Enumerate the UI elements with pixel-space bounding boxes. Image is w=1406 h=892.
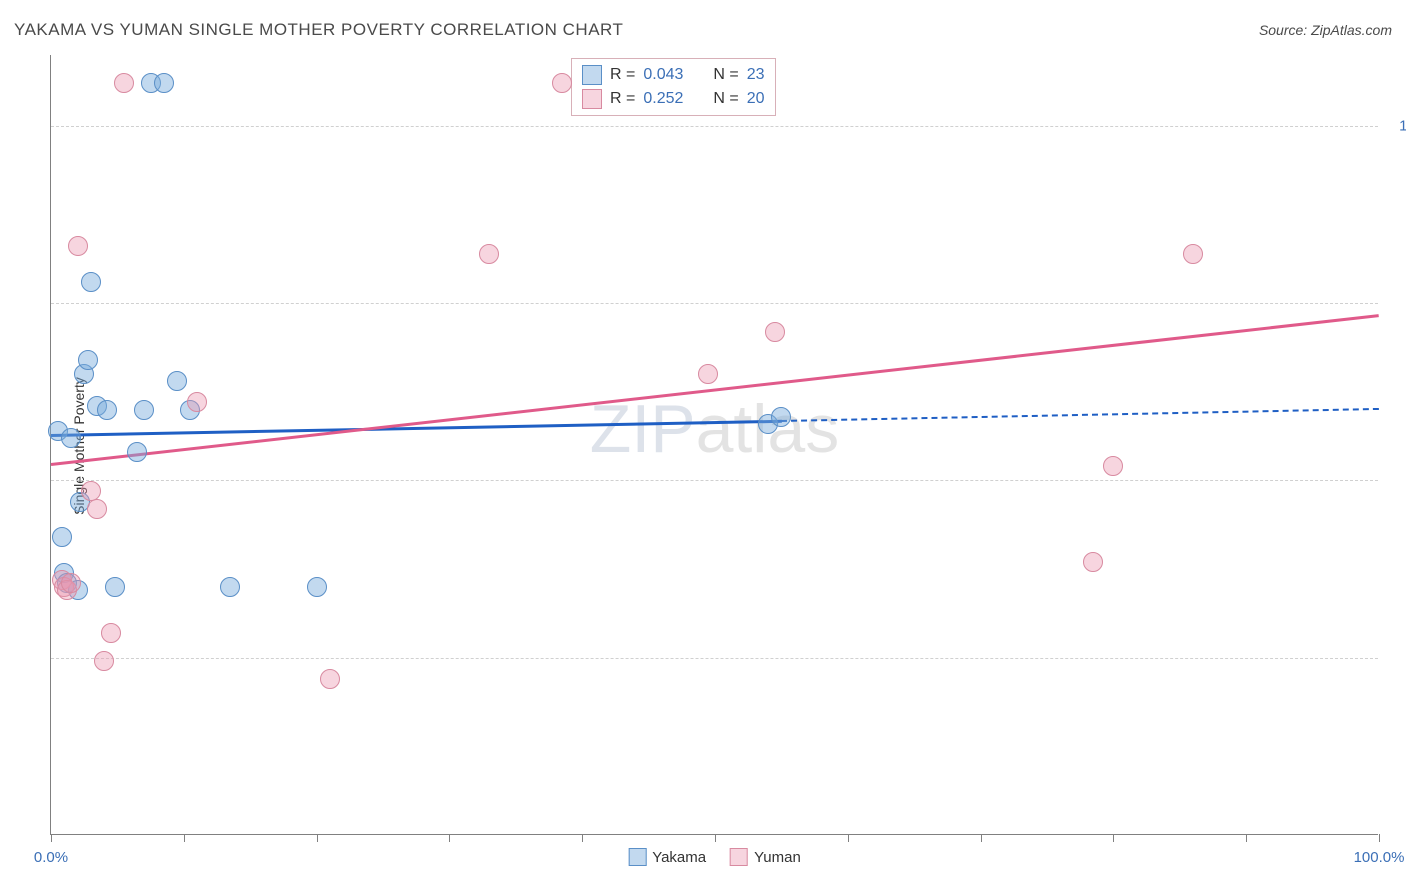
scatter-point bbox=[771, 407, 791, 427]
x-tick bbox=[848, 834, 849, 842]
scatter-point bbox=[479, 244, 499, 264]
header: YAKAMA VS YUMAN SINGLE MOTHER POVERTY CO… bbox=[14, 20, 1392, 40]
scatter-point bbox=[97, 400, 117, 420]
scatter-point bbox=[1083, 552, 1103, 572]
x-tick bbox=[449, 834, 450, 842]
scatter-point bbox=[94, 651, 114, 671]
legend-swatch bbox=[730, 848, 748, 866]
scatter-point bbox=[307, 577, 327, 597]
scatter-point bbox=[61, 573, 81, 593]
legend-n-label: N = bbox=[713, 66, 738, 84]
gridline-horizontal bbox=[51, 658, 1378, 659]
scatter-point bbox=[220, 577, 240, 597]
legend-stats-box: R = 0.043 N = 23 R = 0.252 N = 20 bbox=[571, 58, 776, 116]
gridline-horizontal bbox=[51, 480, 1378, 481]
legend-swatch bbox=[582, 65, 602, 85]
scatter-point bbox=[1103, 456, 1123, 476]
scatter-point bbox=[68, 236, 88, 256]
scatter-point bbox=[320, 669, 340, 689]
scatter-point bbox=[105, 577, 125, 597]
trend-line bbox=[51, 314, 1379, 466]
legend-series-label: Yuman bbox=[754, 849, 801, 866]
legend-series-item: Yuman bbox=[730, 848, 801, 866]
x-tick-label: 0.0% bbox=[34, 849, 68, 866]
y-tick-label: 25.0% bbox=[1390, 649, 1406, 666]
x-tick bbox=[51, 834, 52, 842]
scatter-point bbox=[61, 428, 81, 448]
y-tick-label: 75.0% bbox=[1390, 295, 1406, 312]
gridline-horizontal bbox=[51, 303, 1378, 304]
x-tick-label: 100.0% bbox=[1354, 849, 1405, 866]
scatter-point bbox=[101, 623, 121, 643]
legend-n-label: N = bbox=[713, 90, 738, 108]
scatter-point bbox=[78, 350, 98, 370]
legend-series-item: Yakama bbox=[628, 848, 706, 866]
y-tick-label: 50.0% bbox=[1390, 472, 1406, 489]
scatter-point bbox=[765, 322, 785, 342]
scatter-point bbox=[552, 73, 572, 93]
trend-line-dashed bbox=[781, 408, 1379, 422]
scatter-point bbox=[114, 73, 134, 93]
legend-r-label: R = bbox=[610, 66, 635, 84]
chart-container: YAKAMA VS YUMAN SINGLE MOTHER POVERTY CO… bbox=[0, 0, 1406, 892]
legend-n-value: 23 bbox=[747, 66, 765, 84]
x-tick bbox=[582, 834, 583, 842]
scatter-point bbox=[187, 392, 207, 412]
legend-r-label: R = bbox=[610, 90, 635, 108]
chart-title: YAKAMA VS YUMAN SINGLE MOTHER POVERTY CO… bbox=[14, 20, 623, 40]
scatter-point bbox=[127, 442, 147, 462]
scatter-point bbox=[154, 73, 174, 93]
legend-swatch bbox=[582, 89, 602, 109]
legend-stats-row: R = 0.043 N = 23 bbox=[582, 63, 765, 87]
plot-area: ZIPatlas R = 0.043N = 23R = 0.252N = 20 … bbox=[50, 55, 1378, 835]
x-tick bbox=[715, 834, 716, 842]
gridline-horizontal bbox=[51, 126, 1378, 127]
legend-swatch bbox=[628, 848, 646, 866]
x-tick bbox=[1113, 834, 1114, 842]
scatter-point bbox=[81, 272, 101, 292]
scatter-point bbox=[52, 527, 72, 547]
x-tick bbox=[981, 834, 982, 842]
scatter-point bbox=[698, 364, 718, 384]
x-tick bbox=[317, 834, 318, 842]
legend-n-value: 20 bbox=[747, 90, 765, 108]
x-tick bbox=[1246, 834, 1247, 842]
watermark: ZIPatlas bbox=[590, 390, 839, 468]
scatter-point bbox=[87, 499, 107, 519]
y-tick-label: 100.0% bbox=[1390, 117, 1406, 134]
x-tick bbox=[184, 834, 185, 842]
source-attribution: Source: ZipAtlas.com bbox=[1259, 22, 1392, 38]
legend-series: Yakama Yuman bbox=[628, 848, 801, 866]
legend-r-value: 0.043 bbox=[643, 66, 683, 84]
legend-r-value: 0.252 bbox=[643, 90, 683, 108]
scatter-point bbox=[1183, 244, 1203, 264]
scatter-point bbox=[167, 371, 187, 391]
legend-series-label: Yakama bbox=[652, 849, 706, 866]
x-tick bbox=[1379, 834, 1380, 842]
legend-stats-row: R = 0.252 N = 20 bbox=[582, 87, 765, 111]
scatter-point bbox=[134, 400, 154, 420]
